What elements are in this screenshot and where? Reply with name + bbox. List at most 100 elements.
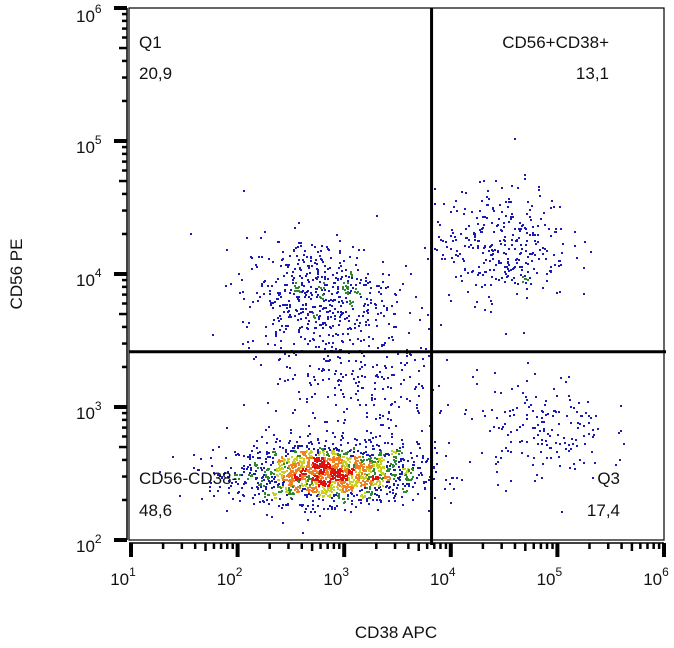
data-point xyxy=(259,296,261,298)
data-point xyxy=(374,398,376,400)
data-point xyxy=(325,343,327,345)
data-point xyxy=(227,476,229,478)
data-point xyxy=(373,404,375,406)
data-point xyxy=(338,493,340,495)
data-point xyxy=(327,487,329,489)
data-point xyxy=(495,278,497,280)
data-point xyxy=(316,296,318,298)
data-point xyxy=(364,439,366,441)
data-point xyxy=(395,463,397,465)
data-point xyxy=(374,303,376,305)
data-point xyxy=(367,454,369,456)
data-point xyxy=(348,489,350,491)
data-point xyxy=(364,303,366,305)
data-point xyxy=(348,276,350,278)
data-point xyxy=(503,222,505,224)
data-point xyxy=(327,453,329,455)
data-point xyxy=(314,465,316,467)
data-point xyxy=(312,504,314,506)
data-point xyxy=(382,477,384,479)
data-point xyxy=(305,308,307,310)
data-point xyxy=(417,410,419,412)
data-point xyxy=(369,462,371,464)
data-point xyxy=(384,455,386,457)
data-point xyxy=(298,242,300,244)
data-point xyxy=(362,476,364,478)
data-point xyxy=(434,497,436,499)
data-point xyxy=(587,401,589,403)
data-point xyxy=(316,479,318,481)
data-point xyxy=(310,467,312,469)
data-point xyxy=(479,229,481,231)
data-point xyxy=(462,258,464,260)
data-point xyxy=(353,495,355,497)
data-point xyxy=(301,484,303,486)
data-point xyxy=(468,239,470,241)
data-point xyxy=(418,383,420,385)
data-point xyxy=(406,483,408,485)
data-point xyxy=(256,447,258,449)
data-point xyxy=(374,382,376,384)
data-point xyxy=(379,474,381,476)
data-point xyxy=(375,307,377,309)
data-point xyxy=(523,332,525,334)
data-point xyxy=(565,448,567,450)
data-point xyxy=(499,204,501,206)
data-point xyxy=(469,461,471,463)
data-point xyxy=(258,484,260,486)
data-point xyxy=(319,515,321,517)
data-point xyxy=(315,346,317,348)
data-point xyxy=(333,450,335,452)
data-point xyxy=(235,454,237,456)
data-point xyxy=(390,387,392,389)
data-point xyxy=(386,356,388,358)
data-point xyxy=(488,198,490,200)
data-point xyxy=(543,421,545,423)
data-point xyxy=(337,465,339,467)
data-point xyxy=(356,477,358,479)
data-point xyxy=(410,479,412,481)
data-point xyxy=(356,494,358,496)
data-point xyxy=(352,246,354,248)
data-point xyxy=(344,470,346,472)
data-point xyxy=(290,432,292,434)
data-point xyxy=(286,272,288,274)
data-point xyxy=(314,479,316,481)
data-point xyxy=(329,458,331,460)
data-point xyxy=(311,244,313,246)
data-point xyxy=(387,386,389,388)
data-point xyxy=(488,296,490,298)
data-point xyxy=(248,474,250,476)
data-point xyxy=(419,447,421,449)
data-point xyxy=(397,477,399,479)
data-point xyxy=(453,261,455,263)
data-point xyxy=(249,306,251,308)
data-point xyxy=(266,483,268,485)
data-point xyxy=(197,469,199,471)
y-tick-exp: 2 xyxy=(95,532,102,546)
data-point xyxy=(277,479,279,481)
data-point xyxy=(397,353,399,355)
data-point xyxy=(535,396,537,398)
data-point xyxy=(288,316,290,318)
data-point xyxy=(532,427,534,429)
data-point xyxy=(416,441,418,443)
data-point xyxy=(398,453,400,455)
data-point xyxy=(525,250,527,252)
data-point xyxy=(252,456,254,458)
data-point xyxy=(337,286,339,288)
data-point xyxy=(327,355,329,357)
data-point xyxy=(509,410,511,412)
data-point xyxy=(406,398,408,400)
data-point xyxy=(391,374,393,376)
data-point xyxy=(482,216,484,218)
data-point xyxy=(257,482,259,484)
data-point xyxy=(472,270,474,272)
data-point xyxy=(366,474,368,476)
data-point xyxy=(288,476,290,478)
data-point xyxy=(349,292,351,294)
data-point xyxy=(358,481,360,483)
data-point xyxy=(283,475,285,477)
data-point xyxy=(394,313,396,315)
